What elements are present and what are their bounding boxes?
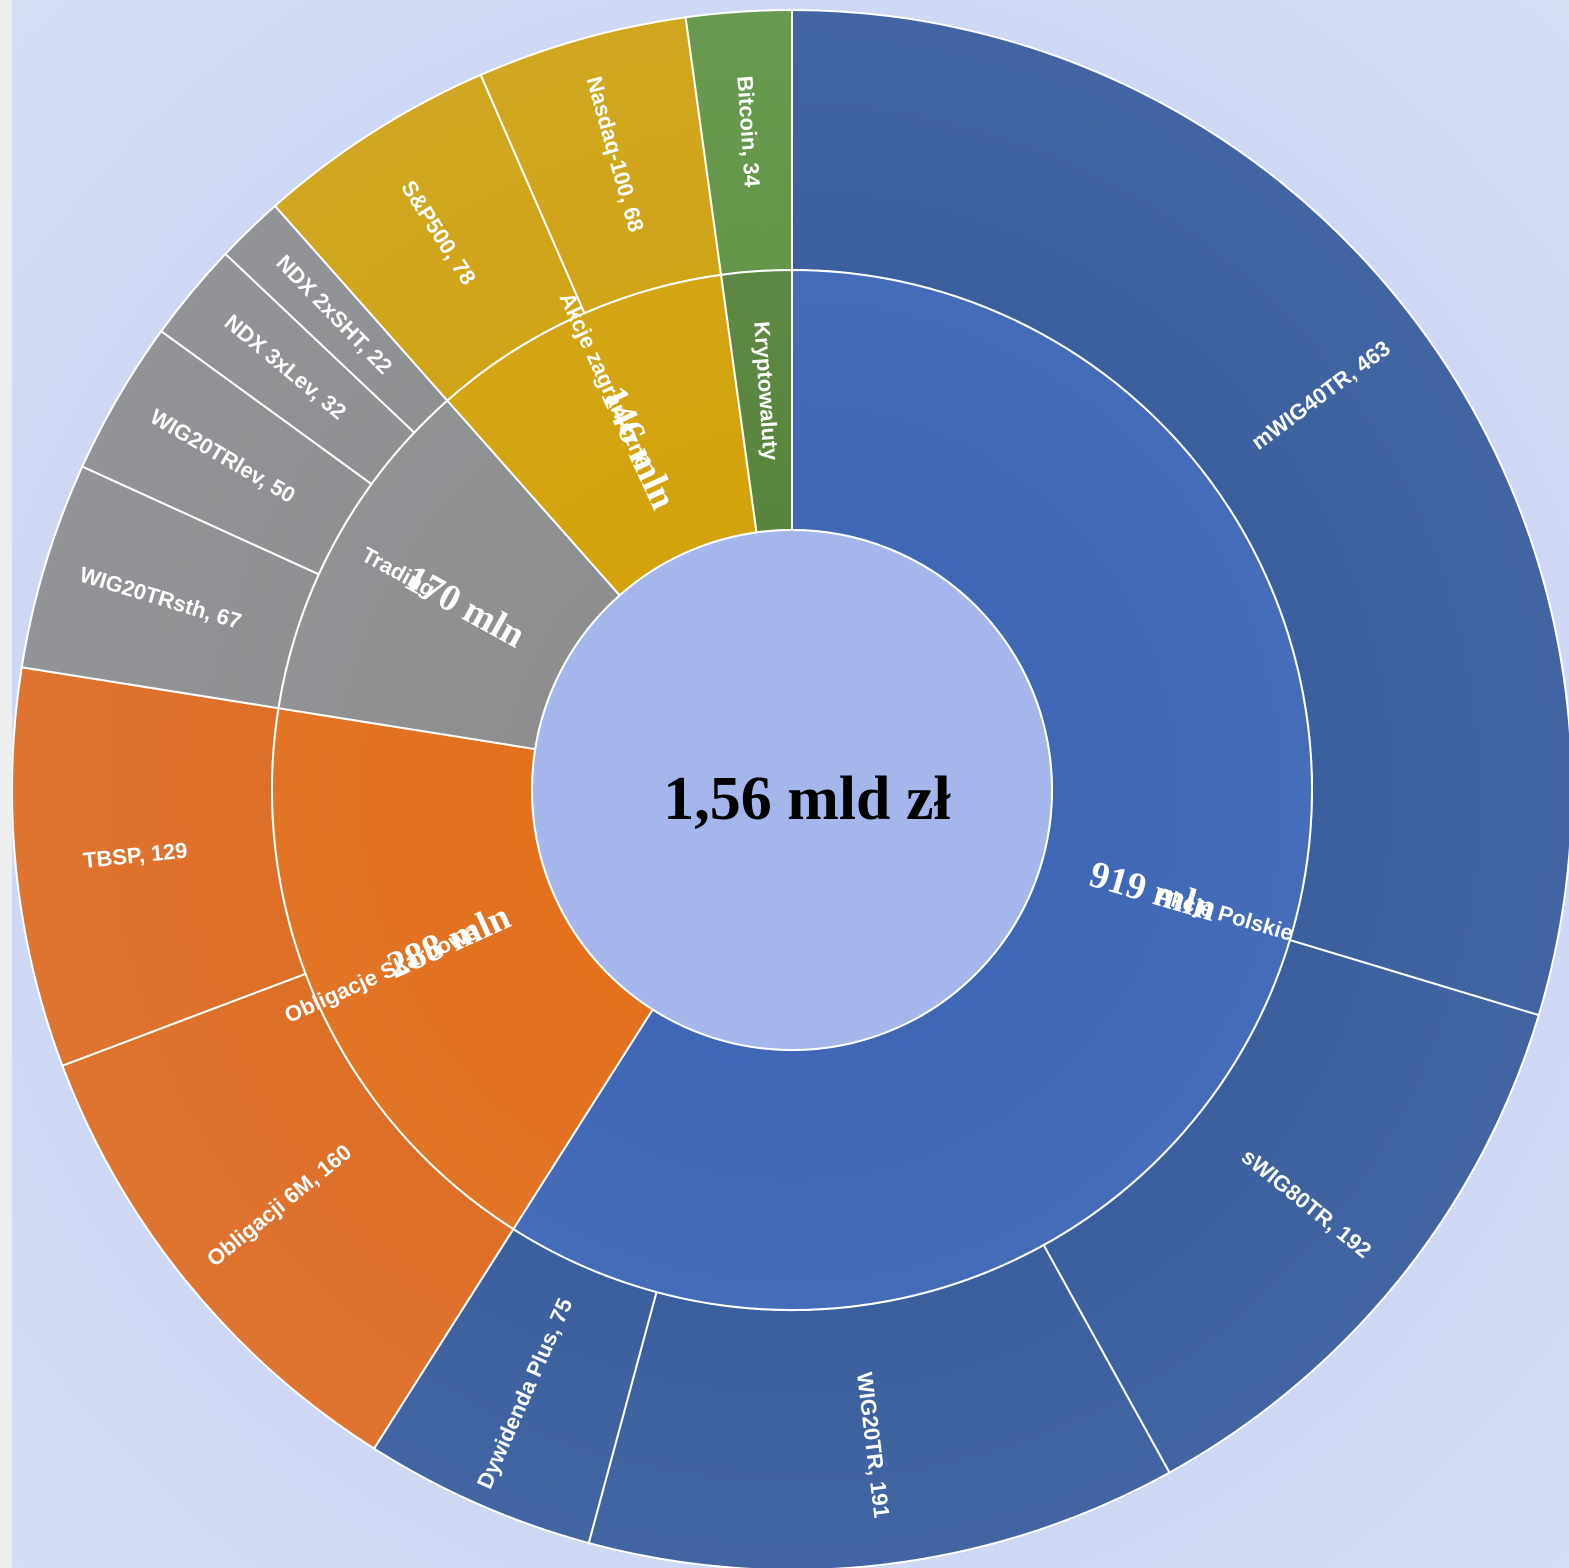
outer-ring [12, 8, 1569, 1568]
inner-ring [271, 268, 1313, 1311]
center-disc [531, 529, 1053, 1051]
center-total-label: 1,56 mld zł [663, 765, 951, 833]
chart-area: mWIG40TR, 463 sWIG80TR, 192 WIG20TR, 191 Dy… [12, 0, 1569, 1568]
